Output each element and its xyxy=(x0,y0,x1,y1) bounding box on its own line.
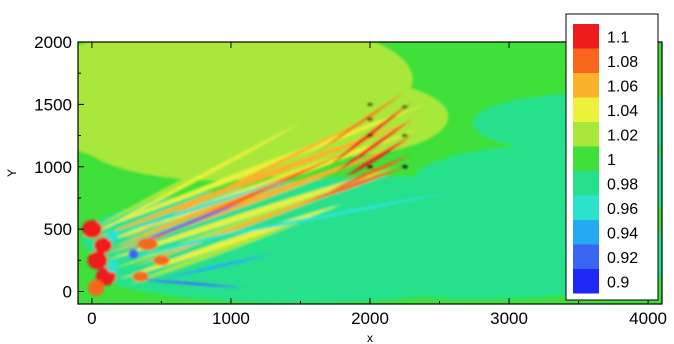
contour-source xyxy=(137,238,158,251)
contour-low-streak xyxy=(112,179,287,236)
colorbar-swatch xyxy=(573,48,599,73)
colorbar-swatch xyxy=(573,73,599,98)
y-axis: 0 500 1000 1500 2000 xyxy=(34,33,84,302)
contour-ray xyxy=(105,166,398,261)
contour-low-streak xyxy=(133,201,245,245)
colorbar-swatch xyxy=(573,195,599,220)
x-tick-label: 1000 xyxy=(212,309,250,328)
x-tick-label: 4000 xyxy=(629,309,667,328)
colorbar-label: 0.94 xyxy=(607,225,638,242)
colorbar-label: 1.02 xyxy=(607,127,638,144)
colorbar-label: 1.04 xyxy=(607,103,638,120)
contour-source xyxy=(87,251,108,270)
colorbar-swatch xyxy=(573,244,599,269)
colorbar-label: 1.08 xyxy=(607,54,638,71)
contour-source xyxy=(106,229,119,242)
contour-tip xyxy=(401,105,408,109)
contour-ray xyxy=(126,216,315,286)
x-axis: 0 1000 2000 3000 4000 xyxy=(87,42,667,328)
contour-source xyxy=(128,249,139,260)
contour-tip xyxy=(401,134,408,138)
contour-low-streak xyxy=(161,254,273,280)
contour-ray xyxy=(119,110,384,242)
colorbar-swatch xyxy=(573,97,599,122)
y-axis-label: Y xyxy=(5,169,19,177)
x-tick-label: 2000 xyxy=(351,309,389,328)
contour-low-streak xyxy=(203,191,454,240)
contour-tip xyxy=(367,134,373,138)
contour-low-streak xyxy=(133,279,245,288)
contour-high-streak xyxy=(300,166,405,205)
colorbar-label: 0.96 xyxy=(607,201,638,218)
x-tick-label: 0 xyxy=(87,309,96,328)
contour-ray xyxy=(112,160,329,248)
contour-high-streak xyxy=(328,154,412,192)
contour-source xyxy=(132,271,149,282)
contour-tip xyxy=(367,165,373,169)
colorbar-label: 0.92 xyxy=(607,250,638,267)
colorbar-legend: 1.1 1.08 1.06 1.04 1.02 1 0.98 0.96 0.94 0.92 0.9 xyxy=(565,13,659,301)
colorbar-label: 1.06 xyxy=(607,78,638,95)
y-tick-label: 2000 xyxy=(34,33,72,52)
contour-ray xyxy=(91,141,259,230)
x-axis-label: x xyxy=(367,331,373,344)
contour-high-streak xyxy=(342,135,412,180)
y-tick-label: 1000 xyxy=(34,158,72,177)
contour-ray xyxy=(91,116,426,240)
y-tick-label: 500 xyxy=(44,220,72,239)
contour-high-streak xyxy=(335,119,412,173)
colorbar-swatch xyxy=(573,269,599,294)
colorbar-swatch xyxy=(573,220,599,245)
contour-source xyxy=(153,255,170,266)
contour-ray xyxy=(91,123,301,236)
y-tick-label: 0 xyxy=(63,283,72,302)
x-tick-label: 3000 xyxy=(490,309,528,328)
y-tick-label: 1500 xyxy=(34,95,72,114)
contour-source xyxy=(88,279,105,296)
colorbar-label: 1 xyxy=(607,152,616,169)
colorbar-swatch xyxy=(573,146,599,171)
contour-source xyxy=(106,260,119,273)
colorbar-label: 0.98 xyxy=(607,176,638,193)
colorbar-swatch xyxy=(573,122,599,147)
contour-tip xyxy=(367,102,373,106)
colorbar-label: 1.1 xyxy=(607,29,629,46)
contour-source xyxy=(94,237,113,254)
contour-source xyxy=(81,220,102,239)
contour-high-streak xyxy=(314,91,405,155)
colorbar-label: 0.9 xyxy=(607,274,629,291)
contour-tip xyxy=(401,165,408,169)
colorbar-swatch xyxy=(573,24,599,49)
contour-tip xyxy=(367,117,373,121)
colorbar-swatch xyxy=(573,171,599,196)
